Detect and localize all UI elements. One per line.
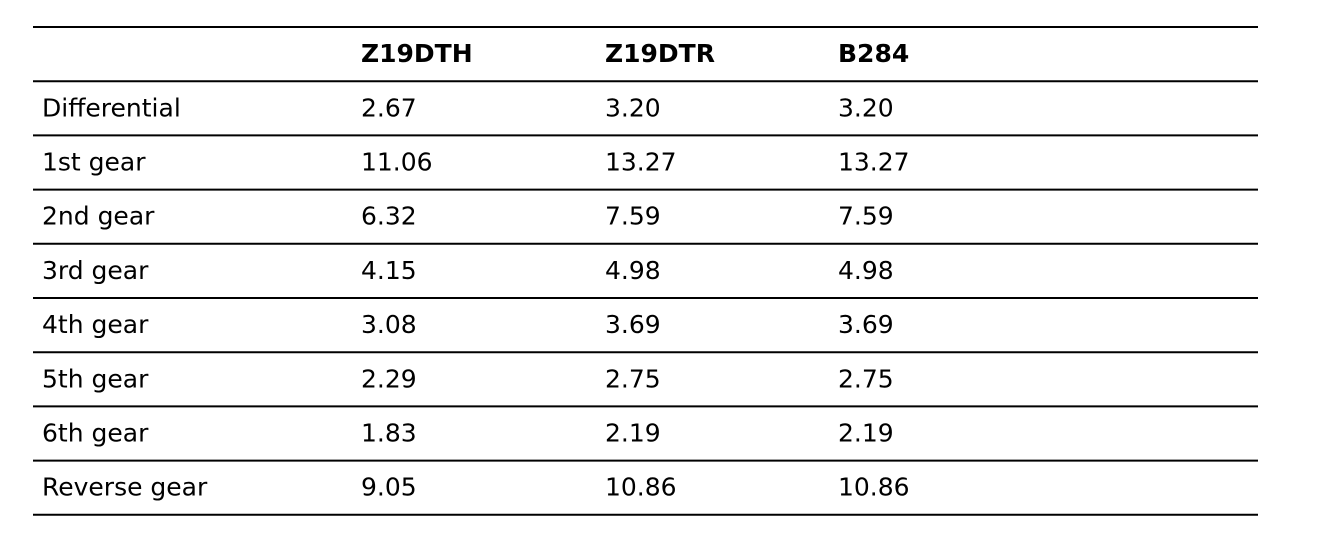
- cell-value: 1.83: [361, 419, 417, 448]
- column-header: Z19DTH: [361, 39, 473, 68]
- row-label: Differential: [42, 93, 181, 122]
- cell-value: 2.75: [838, 364, 894, 393]
- row-label: Reverse gear: [42, 473, 208, 502]
- cell-value: 7.59: [605, 202, 661, 231]
- row-label: 5th gear: [42, 364, 149, 393]
- cell-value: 2.67: [361, 93, 417, 122]
- cell-value: 3.69: [605, 310, 661, 339]
- cell-value: 3.08: [361, 310, 417, 339]
- row-label: 4th gear: [42, 310, 149, 339]
- row-label: 3rd gear: [42, 256, 149, 285]
- column-header: B284: [838, 39, 909, 68]
- cell-value: 4.98: [838, 256, 894, 285]
- cell-value: 7.59: [838, 202, 894, 231]
- cell-value: 10.86: [605, 473, 677, 502]
- cell-value: 3.69: [838, 310, 894, 339]
- cell-value: 3.20: [605, 93, 661, 122]
- cell-value: 4.15: [361, 256, 417, 285]
- cell-value: 6.32: [361, 202, 417, 231]
- cell-value: 2.19: [605, 419, 661, 448]
- cell-value: 10.86: [838, 473, 910, 502]
- cell-value: 13.27: [838, 148, 910, 177]
- cell-value: 9.05: [361, 473, 417, 502]
- row-label: 1st gear: [42, 148, 146, 177]
- cell-value: 4.98: [605, 256, 661, 285]
- cell-value: 13.27: [605, 148, 677, 177]
- cell-value: 2.75: [605, 364, 661, 393]
- row-label: 6th gear: [42, 419, 149, 448]
- row-label: 2nd gear: [42, 202, 155, 231]
- cell-value: 2.29: [361, 364, 417, 393]
- cell-value: 3.20: [838, 93, 894, 122]
- cell-value: 11.06: [361, 148, 433, 177]
- column-header: Z19DTR: [605, 39, 715, 68]
- cell-value: 2.19: [838, 419, 894, 448]
